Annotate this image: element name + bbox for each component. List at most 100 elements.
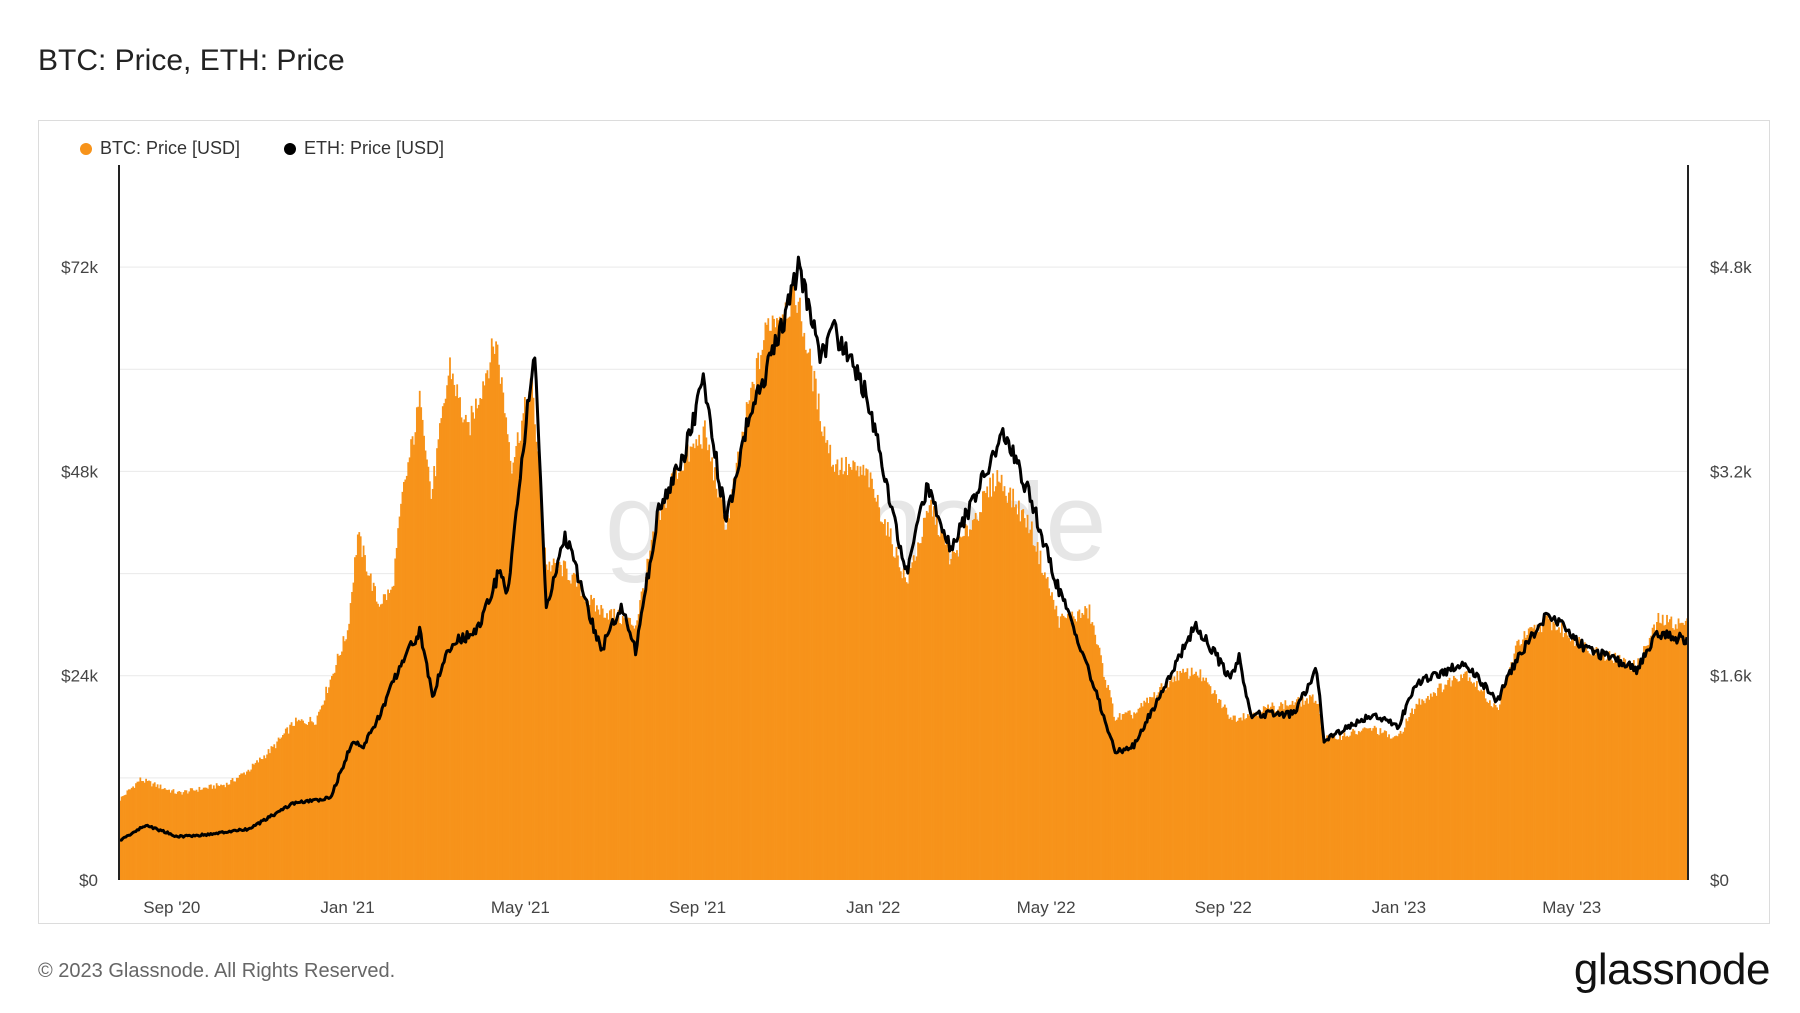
btc-bar (1026, 514, 1029, 880)
btc-bar (1588, 653, 1591, 880)
btc-bar (1681, 622, 1684, 880)
btc-bar (1460, 674, 1462, 880)
btc-bar (596, 605, 598, 880)
btc-bar (1307, 703, 1310, 880)
btc-bar (1068, 614, 1071, 880)
btc-bar (331, 676, 333, 880)
btc-bar (1386, 737, 1389, 880)
btc-bar (850, 469, 853, 880)
btc-bar (627, 617, 630, 880)
btc-bar (1680, 622, 1683, 880)
btc-bar (1290, 704, 1292, 880)
btc-bar (898, 567, 901, 880)
btc-bar (519, 440, 522, 880)
btc-bar (1239, 717, 1242, 880)
btc-bar (845, 456, 847, 880)
btc-bar (623, 618, 626, 880)
btc-bar (1110, 697, 1112, 880)
btc-bar (801, 336, 804, 880)
btc-bar (557, 568, 559, 880)
btc-bar (1043, 572, 1046, 880)
btc-bar (1632, 660, 1635, 880)
btc-bar (621, 615, 624, 880)
btc-bar (1320, 727, 1323, 880)
y-right-tick-label: $4.8k (1710, 258, 1752, 277)
btc-bar (387, 589, 389, 880)
btc-bar (1373, 725, 1376, 880)
legend-item-eth[interactable]: ETH: Price [USD] (284, 138, 444, 159)
btc-bar (564, 561, 567, 880)
btc-bar (884, 519, 886, 880)
btc-bar (911, 562, 914, 880)
y-right-tick-label: $1.6k (1710, 667, 1752, 686)
btc-bar (1074, 618, 1076, 880)
btc-bar (969, 529, 971, 880)
btc-bar (166, 790, 169, 880)
btc-bar (653, 532, 656, 880)
btc-bar (1180, 672, 1183, 880)
btc-bar (490, 338, 493, 880)
btc-bar (1504, 680, 1507, 880)
btc-bar (1513, 653, 1516, 880)
btc-bar (1651, 627, 1654, 880)
btc-bar (600, 605, 603, 880)
btc-bar (1082, 614, 1085, 880)
btc-bar (876, 494, 879, 880)
btc-bar (328, 687, 330, 880)
btc-bar (521, 420, 523, 880)
btc-bar (1500, 691, 1503, 880)
btc-bar (1343, 732, 1346, 880)
btc-bar (1264, 707, 1267, 880)
btc-bar (786, 318, 788, 880)
legend-item-btc[interactable]: BTC: Price [USD] (80, 138, 240, 159)
btc-bar (1661, 614, 1664, 880)
btc-bar (895, 546, 898, 880)
btc-bar (1411, 708, 1413, 880)
btc-bar (714, 467, 716, 880)
btc-bar (971, 520, 974, 880)
btc-bar (763, 340, 765, 880)
btc-bar (1586, 650, 1589, 880)
btc-bar (548, 561, 551, 880)
btc-bar (1412, 714, 1415, 880)
btc-bar (1113, 716, 1115, 880)
btc-bar (956, 550, 958, 880)
btc-bar (1355, 734, 1357, 880)
btc-bar (1228, 718, 1231, 880)
y-left-tick-label: $48k (61, 462, 98, 481)
btc-bar (637, 614, 640, 880)
btc-bar (800, 321, 803, 880)
btc-bar (1648, 637, 1651, 880)
brand-logo[interactable]: glassnode (1573, 945, 1771, 994)
btc-bar (535, 441, 538, 880)
btc-bar (755, 358, 758, 880)
btc-bar (1257, 716, 1259, 880)
btc-bar (479, 398, 482, 880)
btc-bar (1092, 625, 1095, 880)
btc-bar (1255, 711, 1258, 880)
btc-bar (1032, 545, 1035, 880)
btc-bar (1650, 635, 1653, 880)
btc-bar (1576, 640, 1579, 880)
btc-bar (806, 353, 809, 880)
btc-bar (915, 556, 918, 880)
btc-bar (325, 686, 328, 880)
btc-bar (1550, 630, 1553, 880)
btc-bar (833, 471, 836, 880)
btc-bar (990, 496, 993, 880)
btc-bar (660, 506, 663, 880)
btc-bar (1159, 687, 1161, 880)
btc-bar (1572, 638, 1575, 880)
btc-bar (1435, 695, 1438, 880)
btc-bar (1203, 680, 1206, 880)
legend-label-btc: BTC: Price [USD] (100, 138, 241, 158)
btc-bar (607, 619, 610, 880)
btc-bar (1405, 718, 1408, 880)
btc-bar (413, 444, 415, 880)
btc-bar (1232, 715, 1235, 880)
btc-bar (529, 378, 532, 880)
btc-bar (1051, 592, 1053, 880)
btc-bar (777, 320, 780, 881)
btc-bar (875, 501, 878, 880)
btc-bar (1401, 733, 1403, 880)
